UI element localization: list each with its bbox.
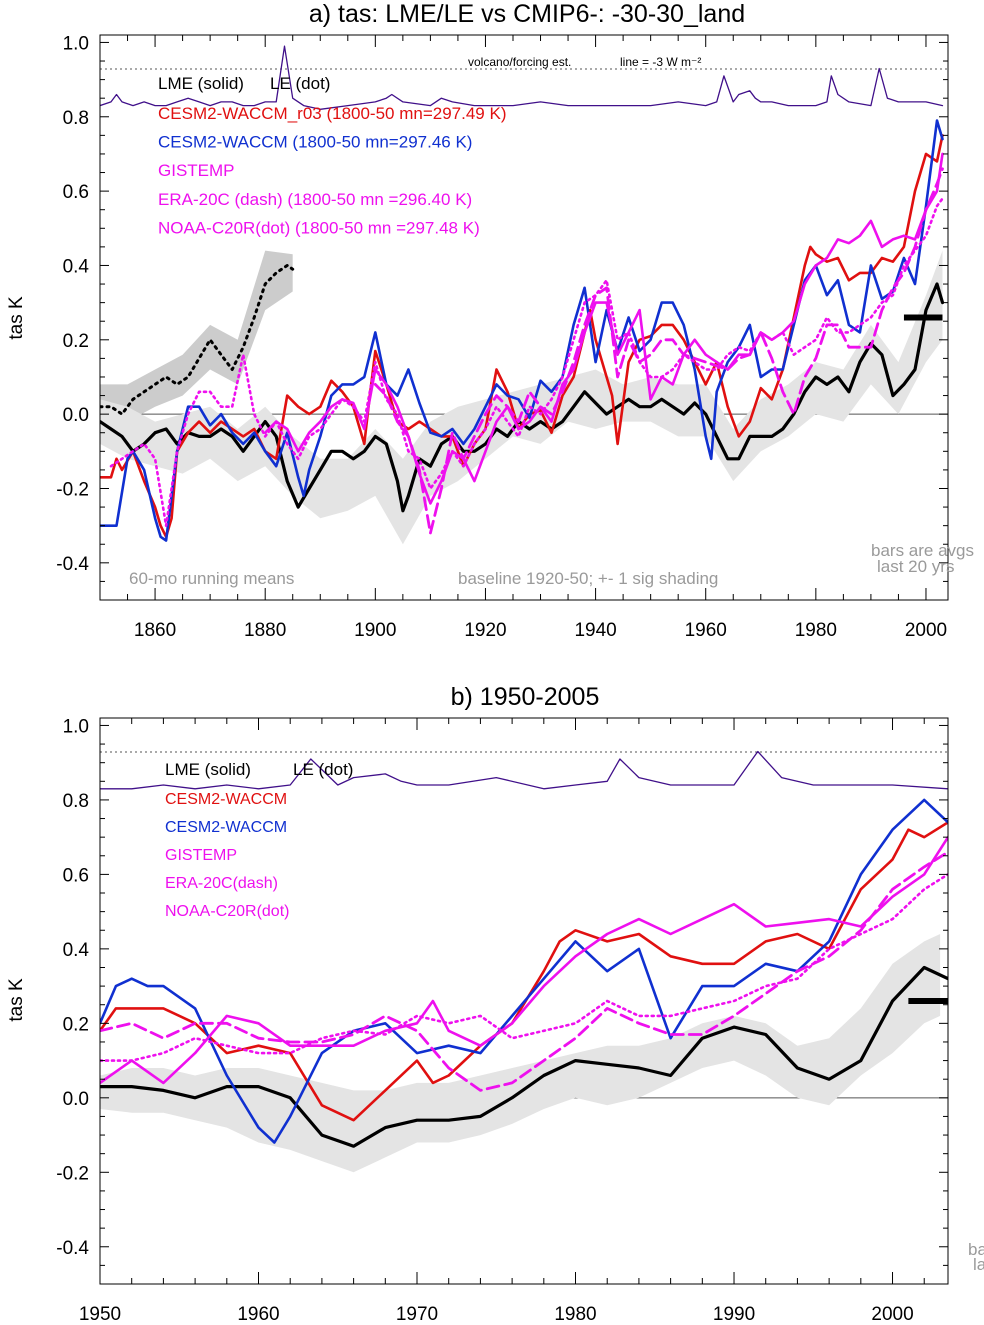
y-tick-label: 0.4 xyxy=(63,256,90,277)
x-tick-label: 2000 xyxy=(871,1304,913,1325)
legend-entry: CESM2-WACCM xyxy=(165,819,287,836)
y-tick-label: 0.6 xyxy=(63,182,89,203)
legend-entry: CESM2-WACCM_r03 (1800-50 mn=297.49 K) xyxy=(158,104,506,123)
legend-entry: CESM2-WACCM (1800-50 mn=297.46 K) xyxy=(158,133,472,152)
legend-entry: GISTEMP xyxy=(165,847,237,864)
series-noaa-c20r xyxy=(109,197,944,528)
legend-entry: NOAA-C20R(dot) (1800-50 mn =297.48 K) xyxy=(158,218,480,237)
series-era-20c xyxy=(373,167,944,535)
legend-entry: CESM2-WACCM xyxy=(165,791,287,808)
x-tick-label: 1900 xyxy=(354,620,396,641)
x-tick-label: 1940 xyxy=(574,620,616,641)
panel-a-legend-header-lme: LME (solid) xyxy=(158,74,244,93)
panel-b-plot-area xyxy=(100,750,948,1173)
series-gistemp xyxy=(100,835,948,1085)
series-lme-black xyxy=(100,965,948,1148)
panel-b: b) 1950-2005 -0.4-0.20.00.20.40.60.81.0 … xyxy=(6,683,984,1325)
panel-b-legend-header-le: LE (dot) xyxy=(293,760,353,779)
panel-a-plot-area xyxy=(100,45,948,545)
y-tick-label: 0.8 xyxy=(63,791,89,812)
panel-a-legend: CESM2-WACCM_r03 (1800-50 mn=297.49 K) CES… xyxy=(158,104,506,237)
y-tick-label: -0.2 xyxy=(56,1163,89,1184)
legend-entry: ERA-20C(dash) xyxy=(165,875,278,892)
series-cesm2-waccm xyxy=(100,119,944,542)
x-tick-label: 1960 xyxy=(685,620,727,641)
y-tick-label: -0.4 xyxy=(56,554,89,575)
series-noaa-c20r xyxy=(100,873,948,1062)
panel-b-x-ticks: 1950 1960 1970 1980 1990 2000 xyxy=(79,718,925,1325)
x-tick-label: 1960 xyxy=(237,1304,279,1325)
legend-entry: ERA-20C (dash) (1800-50 mn =296.40 K) xyxy=(158,190,472,209)
panel-a-frame xyxy=(99,34,949,601)
panel-a-volcano-label: volcano/forcing est. xyxy=(468,55,571,69)
panel-a-legend-header-le: LE (dot) xyxy=(270,74,330,93)
x-tick-label: 1860 xyxy=(134,620,176,641)
series-le-black-dotted xyxy=(100,264,295,416)
series-volcano-forcing xyxy=(100,45,944,110)
panel-a-bars-note-1: bars are avgs xyxy=(871,541,974,560)
band-le-ensemble-spread xyxy=(100,250,293,422)
panel-a-bars-note-2: last 20 yrs xyxy=(877,557,954,576)
panel-a: a) tas: LME/LE vs CMIP6-: -30-30_land -0… xyxy=(6,0,974,641)
x-tick-label: 1980 xyxy=(554,1304,596,1325)
y-tick-label: 0.4 xyxy=(63,940,90,961)
y-tick-label: -0.4 xyxy=(56,1238,89,1259)
panel-a-title: a) tas: LME/LE vs CMIP6-: -30-30_land xyxy=(309,0,745,28)
panel-a-baseline-note: baseline 1920-50; +- 1 sig shading xyxy=(458,569,718,588)
panel-b-y-ticks: -0.4 -0.2 0.0 0.2 0.4 0.6 0.8 1.0 xyxy=(56,716,948,1266)
panel-a-running-note: 60-mo running means xyxy=(129,569,294,588)
legend-entry: NOAA-C20R(dot) xyxy=(165,903,289,920)
panel-b-legend: CESM2-WACCM CESM2-WACCM GISTEMP ERA-20C(das… xyxy=(165,791,289,920)
x-tick-label: 1920 xyxy=(464,620,506,641)
x-tick-label: 1950 xyxy=(79,1304,121,1325)
panel-b-bars-note-2: la xyxy=(973,1255,984,1274)
y-tick-label: 0.2 xyxy=(63,1014,89,1035)
y-tick-label: 0.0 xyxy=(63,405,89,426)
panel-b-bars-note-1: ba xyxy=(968,1240,984,1259)
x-tick-label: 1980 xyxy=(795,620,837,641)
panel-b-legend-header-lme: LME (solid) xyxy=(165,760,251,779)
panel-a-x-ticks: 1860 1880 1900 1920 1940 1960 1980 2000 xyxy=(99,35,947,641)
y-tick-label: 1.0 xyxy=(63,716,89,737)
y-tick-label: 0.0 xyxy=(63,1089,89,1110)
band-lme-ensemble-spread xyxy=(100,250,943,545)
panel-b-title: b) 1950-2005 xyxy=(451,683,600,711)
legend-entry: GISTEMP xyxy=(158,161,235,180)
y-tick-label: 0.8 xyxy=(63,108,89,129)
y-tick-label: 1.0 xyxy=(63,33,89,54)
panel-b-ylabel: tas K xyxy=(6,978,27,1022)
panel-b-frame xyxy=(99,717,949,1285)
y-tick-label: 0.6 xyxy=(63,865,89,886)
panel-a-y-ticks: -0.4 -0.2 0.0 0.2 0.4 0.6 0.8 1.0 xyxy=(56,33,948,582)
panel-a-line-note: line = -3 W m⁻² xyxy=(620,55,701,69)
x-tick-label: 1880 xyxy=(244,620,286,641)
y-tick-label: -0.2 xyxy=(56,479,89,500)
x-tick-label: 1990 xyxy=(713,1304,755,1325)
series-volcano-forcing xyxy=(100,750,948,790)
x-tick-label: 1970 xyxy=(396,1304,438,1325)
panel-a-ylabel: tas K xyxy=(6,296,27,340)
band-lme-ensemble-spread xyxy=(100,934,941,1173)
x-tick-label: 2000 xyxy=(905,620,947,641)
y-tick-label: 0.2 xyxy=(63,331,89,352)
